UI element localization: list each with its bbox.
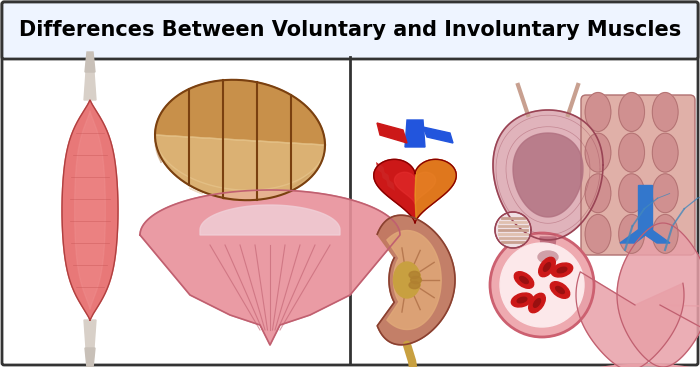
Polygon shape xyxy=(75,111,106,309)
Ellipse shape xyxy=(585,214,611,253)
FancyBboxPatch shape xyxy=(581,95,695,255)
Polygon shape xyxy=(200,205,340,235)
Ellipse shape xyxy=(619,174,645,213)
Polygon shape xyxy=(423,127,453,143)
Ellipse shape xyxy=(533,299,540,307)
Polygon shape xyxy=(291,171,313,188)
Ellipse shape xyxy=(511,293,533,307)
Ellipse shape xyxy=(538,251,558,263)
Ellipse shape xyxy=(652,133,678,172)
Polygon shape xyxy=(377,123,407,143)
Polygon shape xyxy=(374,159,456,223)
Ellipse shape xyxy=(519,276,528,284)
Circle shape xyxy=(495,212,531,248)
Polygon shape xyxy=(376,162,385,175)
Polygon shape xyxy=(394,172,435,204)
Polygon shape xyxy=(85,52,95,72)
Polygon shape xyxy=(85,348,95,367)
Ellipse shape xyxy=(619,214,645,253)
Polygon shape xyxy=(140,190,400,345)
Ellipse shape xyxy=(528,293,545,313)
Polygon shape xyxy=(620,230,652,243)
Polygon shape xyxy=(189,188,202,194)
Polygon shape xyxy=(386,178,395,191)
Ellipse shape xyxy=(552,263,573,277)
Ellipse shape xyxy=(619,92,645,131)
Ellipse shape xyxy=(514,272,533,288)
Ellipse shape xyxy=(652,214,678,253)
Polygon shape xyxy=(638,230,670,243)
Polygon shape xyxy=(381,170,390,183)
Polygon shape xyxy=(540,237,556,260)
Polygon shape xyxy=(405,120,425,147)
Ellipse shape xyxy=(619,133,645,172)
Polygon shape xyxy=(155,135,325,200)
Polygon shape xyxy=(84,72,96,100)
Ellipse shape xyxy=(517,297,527,303)
FancyBboxPatch shape xyxy=(2,2,698,59)
Ellipse shape xyxy=(409,271,420,279)
Text: Differences Between Voluntary and Involuntary Muscles: Differences Between Voluntary and Involu… xyxy=(19,21,681,40)
Ellipse shape xyxy=(539,257,555,277)
Ellipse shape xyxy=(543,263,550,271)
Ellipse shape xyxy=(585,174,611,213)
Ellipse shape xyxy=(393,262,421,298)
Polygon shape xyxy=(257,196,272,199)
Polygon shape xyxy=(155,140,162,163)
Polygon shape xyxy=(377,215,455,345)
Polygon shape xyxy=(223,199,237,200)
Polygon shape xyxy=(638,185,652,230)
Ellipse shape xyxy=(585,92,611,131)
Circle shape xyxy=(500,243,584,327)
Ellipse shape xyxy=(411,276,421,284)
Polygon shape xyxy=(155,80,325,200)
Ellipse shape xyxy=(550,282,570,298)
Ellipse shape xyxy=(585,133,611,172)
Circle shape xyxy=(490,233,594,337)
Ellipse shape xyxy=(652,92,678,131)
Ellipse shape xyxy=(652,174,678,213)
Polygon shape xyxy=(387,230,441,330)
Ellipse shape xyxy=(557,267,567,273)
Polygon shape xyxy=(84,320,96,348)
Ellipse shape xyxy=(556,287,564,294)
Polygon shape xyxy=(415,159,456,220)
Polygon shape xyxy=(617,223,700,367)
Polygon shape xyxy=(576,272,684,367)
Polygon shape xyxy=(493,110,603,240)
Polygon shape xyxy=(513,133,583,217)
Polygon shape xyxy=(62,100,118,320)
Ellipse shape xyxy=(409,281,420,289)
